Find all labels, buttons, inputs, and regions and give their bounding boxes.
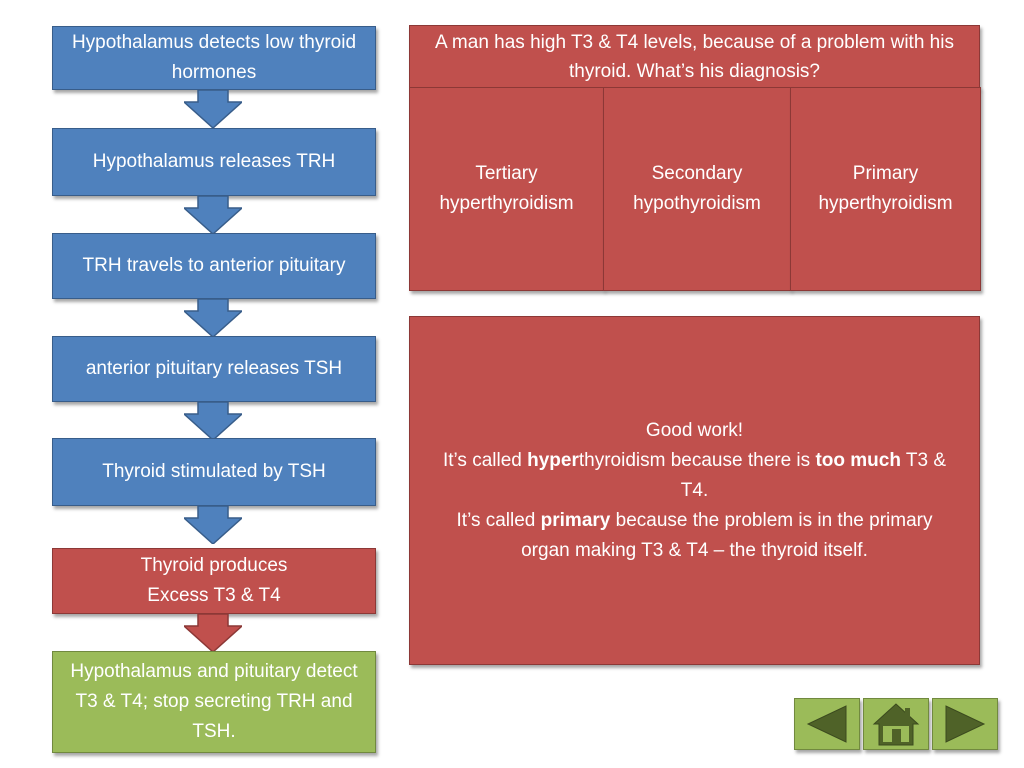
question-text: A man has high T3 & T4 levels, because o… (435, 31, 954, 82)
down-arrow-icon (184, 402, 242, 440)
down-arrow-icon (184, 90, 242, 128)
feedback-title: Good work! (645, 419, 744, 441)
down-arrow-icon (184, 506, 242, 544)
feedback-emphasis: primary (540, 509, 611, 531)
flow-step-detect-low-text: Hypothalamus detects low thyroid hormone… (71, 32, 357, 83)
flow-step-trh-travels-text: TRH travels to anterior pituitary (82, 255, 346, 276)
back-button[interactable] (794, 698, 860, 750)
feedback-emphasis: too much (815, 449, 901, 471)
flow-step-excess-hormones-text: Thyroid produces Excess T3 & T4 (140, 555, 288, 606)
flow-step-release-trh-text: Hypothalamus releases TRH (92, 151, 336, 172)
down-arrow-icon (184, 299, 242, 337)
option-primary-label: Primary hyperthyroidism (818, 163, 953, 214)
flow-step-negative-feedback-text: Hypothalamus and pituitary detect T3 & T… (70, 661, 358, 742)
flow-step-release-tsh: anterior pituitary releases TSH (52, 336, 376, 402)
feedback-text-part: It’s called (456, 509, 541, 531)
down-arrow-icon (184, 196, 242, 234)
option-tertiary-label: Tertiary hyperthyroidism (439, 163, 574, 214)
home-button[interactable] (863, 698, 929, 750)
feedback-text-part: because the problem is in the primary or… (521, 509, 933, 561)
question-box: A man has high T3 & T4 levels, because o… (409, 25, 980, 88)
flow-step-thyroid-stimulated: Thyroid stimulated by TSH (52, 438, 376, 506)
flow-step-excess-hormones: Thyroid produces Excess T3 & T4 (52, 548, 376, 614)
down-arrow-icon (184, 614, 242, 652)
feedback-box: Good work! It’s called hyperthyroidism b… (409, 316, 980, 665)
flow-step-detect-low: Hypothalamus detects low thyroid hormone… (52, 26, 376, 90)
feedback-emphasis: hyper (527, 449, 579, 471)
flow-step-thyroid-stimulated-text: Thyroid stimulated by TSH (102, 461, 326, 482)
flow-step-release-trh: Hypothalamus releases TRH (52, 128, 376, 196)
feedback-text-part: thyroidism because there is (578, 449, 816, 471)
right-triangle-icon (945, 705, 986, 743)
option-primary-hyperthyroidism[interactable]: Primary hyperthyroidism (790, 87, 981, 291)
left-triangle-icon (806, 705, 847, 743)
option-secondary-hypothyroidism[interactable]: Secondary hypothyroidism (603, 87, 791, 291)
option-secondary-label: Secondary hypothyroidism (633, 163, 761, 214)
flow-step-trh-travels: TRH travels to anterior pituitary (52, 233, 376, 299)
feedback-text-part: It’s called (442, 449, 528, 471)
option-tertiary-hyperthyroidism[interactable]: Tertiary hyperthyroidism (409, 87, 604, 291)
flow-step-negative-feedback: Hypothalamus and pituitary detect T3 & T… (52, 651, 376, 753)
feedback-hyper-explanation: It’s called hyperthyroidism because ther… (432, 446, 957, 506)
next-button[interactable] (932, 698, 998, 750)
feedback-primary-explanation: It’s called primary because the problem … (432, 506, 957, 566)
feedback-text-part: T3 & T4. (680, 449, 946, 501)
house-icon (872, 703, 920, 746)
flow-step-release-tsh-text: anterior pituitary releases TSH (85, 358, 343, 379)
feedback-text: Good work! It’s called hyperthyroidism b… (432, 416, 957, 566)
